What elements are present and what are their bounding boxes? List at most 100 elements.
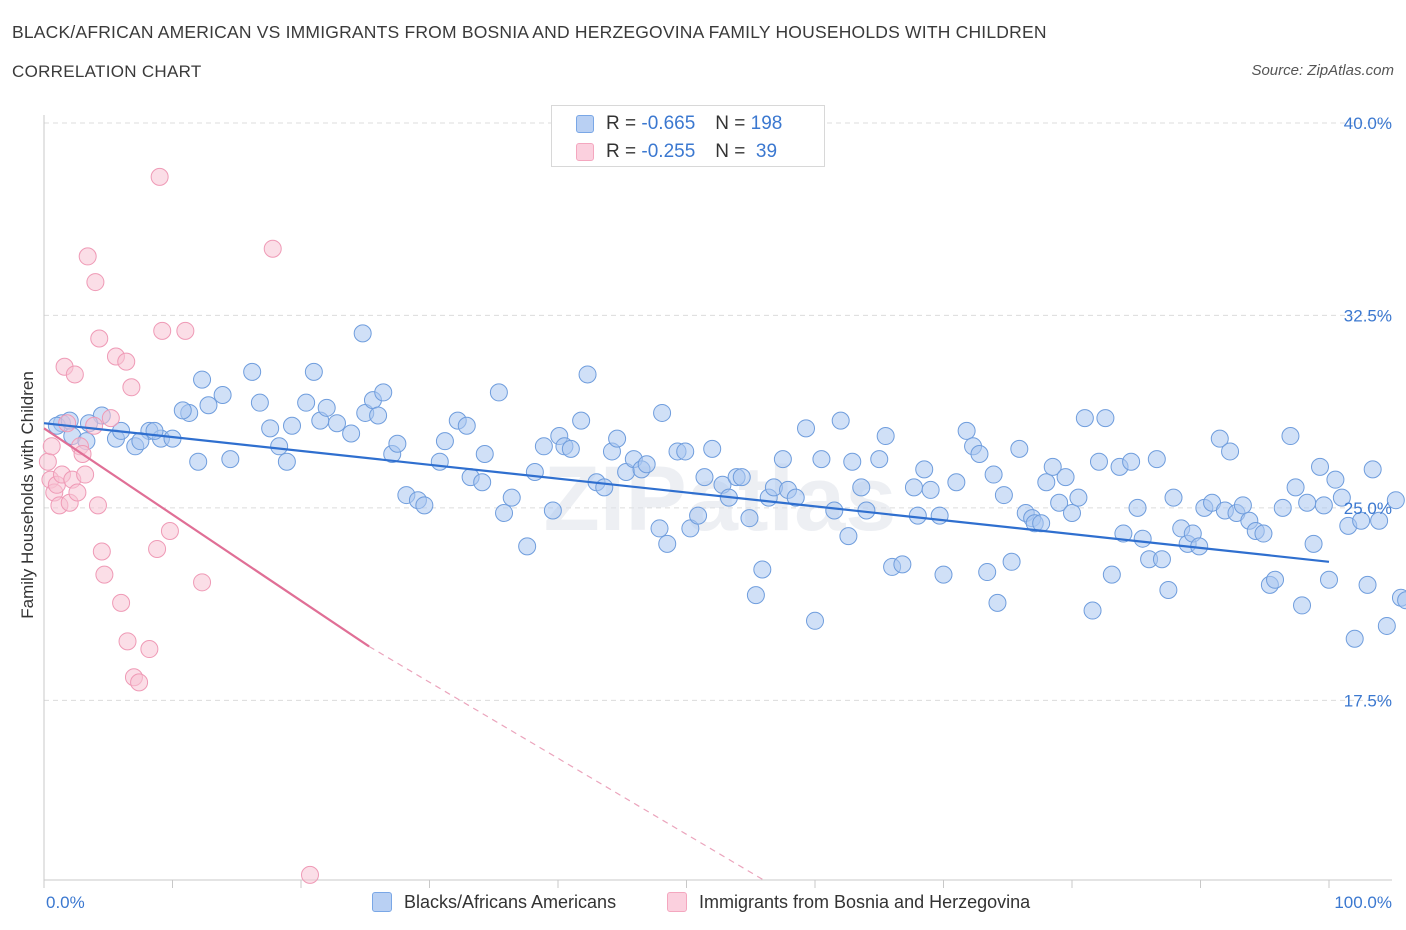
trend-line-bosnia-extension <box>368 645 764 881</box>
stats-legend: R = -0.665 N = 198 R = -0.255 N = 39 <box>551 105 825 167</box>
data-point-blacks <box>473 473 492 492</box>
n-value: 39 <box>750 141 778 162</box>
data-point-bosnia <box>65 365 84 384</box>
data-point-blacks <box>189 452 208 471</box>
data-point-blacks <box>978 563 997 582</box>
legend-item-bosnia: Immigrants from Bosnia and Herzegovina <box>667 889 1030 915</box>
data-point-bosnia <box>76 465 95 484</box>
data-point-blacks <box>213 385 232 404</box>
data-point-blacks <box>1152 550 1171 569</box>
data-point-blacks <box>430 452 449 471</box>
data-point-blacks <box>1056 468 1075 487</box>
data-point-blacks <box>1128 498 1147 517</box>
data-point-blacks <box>1332 488 1351 507</box>
data-point-blacks <box>353 324 372 343</box>
data-point-blacks <box>839 527 858 546</box>
data-point-blacks <box>1314 496 1333 515</box>
data-point-blacks <box>1221 442 1240 461</box>
data-point-blacks <box>1043 457 1062 476</box>
data-point-blacks <box>1286 478 1305 497</box>
legend-label-bosnia: Immigrants from Bosnia and Herzegovina <box>699 891 1031 912</box>
y-tick-label: 32.5% <box>1344 306 1392 325</box>
data-point-blacks <box>534 437 553 456</box>
n-label: N = <box>715 141 746 162</box>
data-point-blacks <box>525 462 544 481</box>
data-point-blacks <box>495 504 514 523</box>
data-point-blacks <box>475 445 494 464</box>
data-point-blacks <box>1273 498 1292 517</box>
data-point-blacks <box>543 501 562 520</box>
legend-swatch-blue <box>372 892 392 912</box>
data-point-bosnia <box>263 239 282 258</box>
data-point-bosnia <box>86 273 105 292</box>
data-point-blacks <box>695 468 714 487</box>
data-point-blacks <box>561 439 580 458</box>
data-point-bosnia <box>88 496 107 515</box>
legend-swatch-blue <box>576 115 594 133</box>
data-point-blacks <box>915 460 934 479</box>
data-point-blacks <box>988 593 1007 612</box>
data-point-blacks <box>342 424 361 443</box>
data-point-bosnia <box>101 409 120 428</box>
data-point-blacks <box>502 488 521 507</box>
r-value: -0.665 <box>641 113 696 134</box>
chart-title: BLACK/AFRICAN AMERICAN VS IMMIGRANTS FRO… <box>12 22 1047 42</box>
legend-swatch-pink <box>667 892 687 912</box>
data-point-blacks <box>317 398 336 417</box>
data-point-blacks <box>773 450 792 469</box>
data-point-blacks <box>825 501 844 520</box>
data-point-bosnia <box>92 542 111 561</box>
data-point-blacks <box>1281 427 1300 446</box>
data-point-blacks <box>250 393 269 412</box>
y-tick-label: 17.5% <box>1344 691 1392 710</box>
data-point-blacks <box>1102 565 1121 584</box>
data-point-blacks <box>243 362 262 381</box>
grid-lines <box>44 122 1392 701</box>
data-point-blacks <box>1363 460 1382 479</box>
data-point-blacks <box>984 465 1003 484</box>
data-point-blacks <box>689 506 708 525</box>
y-tick-label: 40.0% <box>1344 114 1392 133</box>
data-point-blacks <box>957 421 976 440</box>
data-point-blacks <box>970 445 989 464</box>
legend-item-blacks: Blacks/Africans Americans <box>372 889 616 915</box>
data-point-blacks <box>457 416 476 435</box>
data-point-blacks <box>870 450 889 469</box>
data-point-bosnia <box>42 437 61 456</box>
data-point-blacks <box>369 406 388 425</box>
data-point-blacks <box>921 480 940 499</box>
data-point-blacks <box>1233 496 1252 515</box>
data-point-blacks <box>277 452 296 471</box>
data-point-blacks <box>1254 524 1273 543</box>
data-point-bosnia <box>112 593 131 612</box>
trend-line-bosnia <box>43 427 370 648</box>
data-point-blacks <box>199 396 218 415</box>
data-point-bosnia <box>95 565 114 584</box>
data-point-blacks <box>637 455 656 474</box>
y-axis-label: Family Households with Children <box>18 371 37 619</box>
data-point-blacks <box>753 560 772 579</box>
data-point-blacks <box>415 496 434 515</box>
data-point-blacks <box>1122 452 1141 471</box>
r-label: R = <box>606 141 637 162</box>
trend-line-blacks <box>43 422 1330 563</box>
data-point-blacks <box>934 565 953 584</box>
data-point-blacks <box>1326 470 1345 489</box>
data-point-blacks <box>1133 529 1152 548</box>
data-point-blacks <box>518 537 537 556</box>
data-point-bosnia <box>193 573 212 592</box>
data-point-bosnia <box>90 329 109 348</box>
data-point-blacks <box>173 401 192 420</box>
data-point-bosnia <box>122 378 141 397</box>
data-point-blacks <box>812 450 831 469</box>
n-label: N = <box>715 113 746 134</box>
data-point-blacks <box>1345 629 1364 648</box>
data-point-blacks <box>676 442 695 461</box>
x-tick-label: 100.0% <box>1334 893 1392 912</box>
data-point-blacks <box>221 450 240 469</box>
data-point-blacks <box>703 439 722 458</box>
data-point-blacks <box>852 478 871 497</box>
legend-swatch-pink <box>576 143 594 161</box>
data-point-bosnia <box>68 483 87 502</box>
